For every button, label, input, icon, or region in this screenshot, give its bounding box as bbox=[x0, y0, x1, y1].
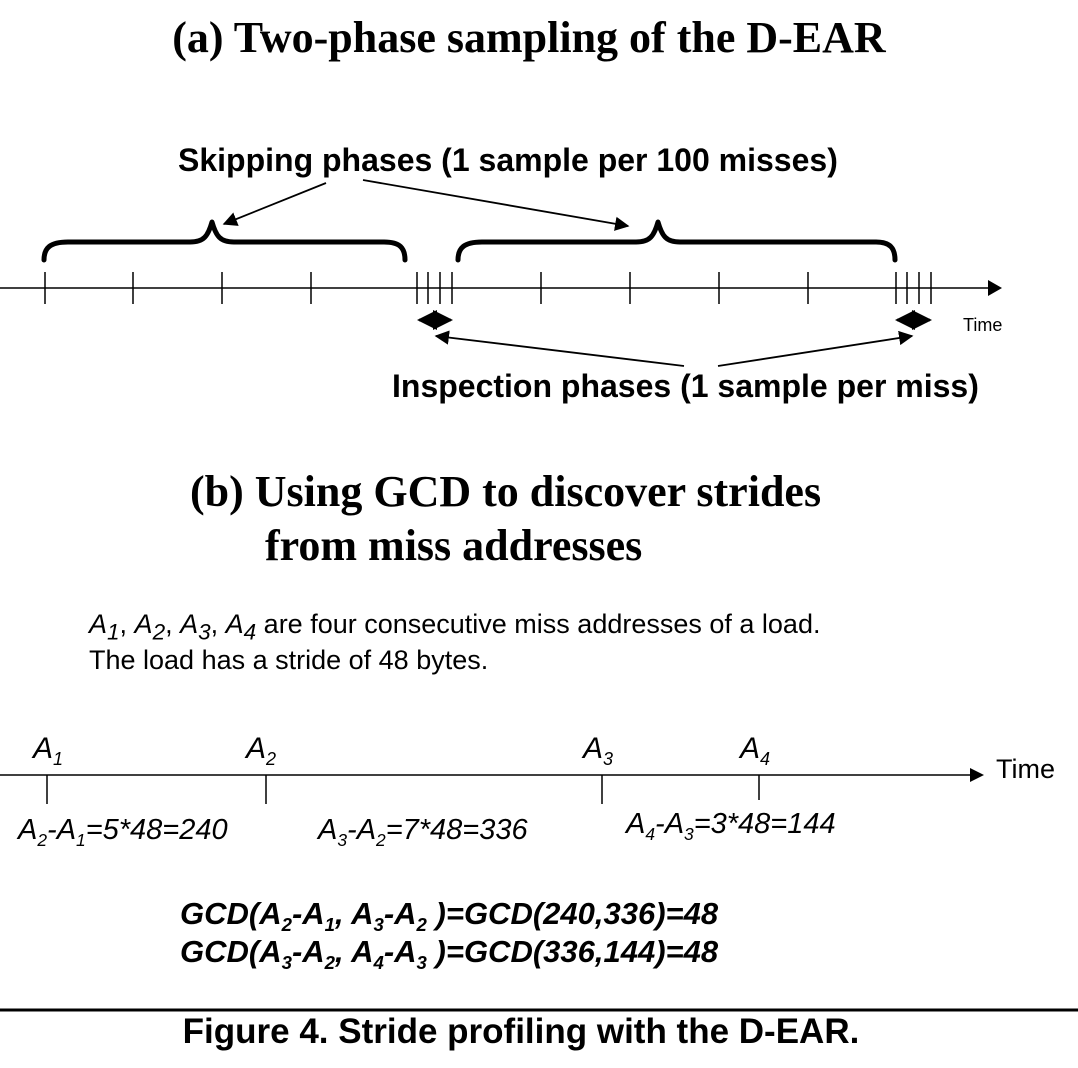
figure-caption: Figure 4. Stride profiling with the D-EA… bbox=[182, 1012, 860, 1051]
desc-addr-3: A3 bbox=[180, 609, 211, 645]
brace-2 bbox=[455, 219, 898, 263]
address-label-a1: A1 bbox=[33, 732, 64, 769]
difference-a3-a2: A3-A2=7*48=336 bbox=[318, 814, 528, 850]
address-label-a3: A3 bbox=[583, 732, 614, 769]
desc-addr-1: A1 bbox=[89, 609, 120, 645]
description-line1: A1, A2, A3, A4 are four consecutive miss… bbox=[89, 609, 821, 645]
gcd-line-1: GCD(A2-A1, A3-A2 )=GCD(240,336)=48 bbox=[180, 896, 719, 936]
description-line1-text: are four consecutive miss addresses of a… bbox=[256, 609, 821, 639]
timeline-a-ticks bbox=[44, 272, 932, 304]
part-b-title-line2: from miss addresses bbox=[265, 521, 643, 570]
skipping-arrows bbox=[222, 179, 630, 231]
time-label-a: Time bbox=[963, 315, 1003, 335]
timeline-b bbox=[0, 768, 984, 804]
inspection-phases-label: Inspection phases (1 sample per miss) bbox=[392, 368, 979, 404]
desc-addr-4: A4 bbox=[225, 609, 257, 645]
desc-addr-2: A2 bbox=[134, 609, 166, 645]
part-b-title-line1: (b) Using GCD to discover strides bbox=[190, 467, 822, 516]
gcd-line-2: GCD(A3-A2, A4-A3 )=GCD(336,144)=48 bbox=[180, 934, 719, 974]
part-a-title: (a) Two-phase sampling of the D-EAR bbox=[172, 13, 886, 62]
difference-a2-a1: A2-A1=5*48=240 bbox=[18, 814, 228, 850]
description-line2: The load has a stride of 48 bytes. bbox=[89, 645, 489, 675]
address-label-a4: A4 bbox=[740, 732, 771, 769]
brace-1 bbox=[41, 219, 408, 263]
difference-a4-a3: A4-A3=3*48=144 bbox=[626, 808, 836, 844]
address-label-a2: A2 bbox=[246, 732, 277, 769]
time-label-b: Time bbox=[996, 754, 1055, 784]
inspection-arrows bbox=[434, 330, 914, 367]
skipping-braces bbox=[41, 219, 898, 263]
skipping-phases-label: Skipping phases (1 sample per 100 misses… bbox=[178, 142, 838, 178]
timeline-a bbox=[0, 272, 1002, 304]
